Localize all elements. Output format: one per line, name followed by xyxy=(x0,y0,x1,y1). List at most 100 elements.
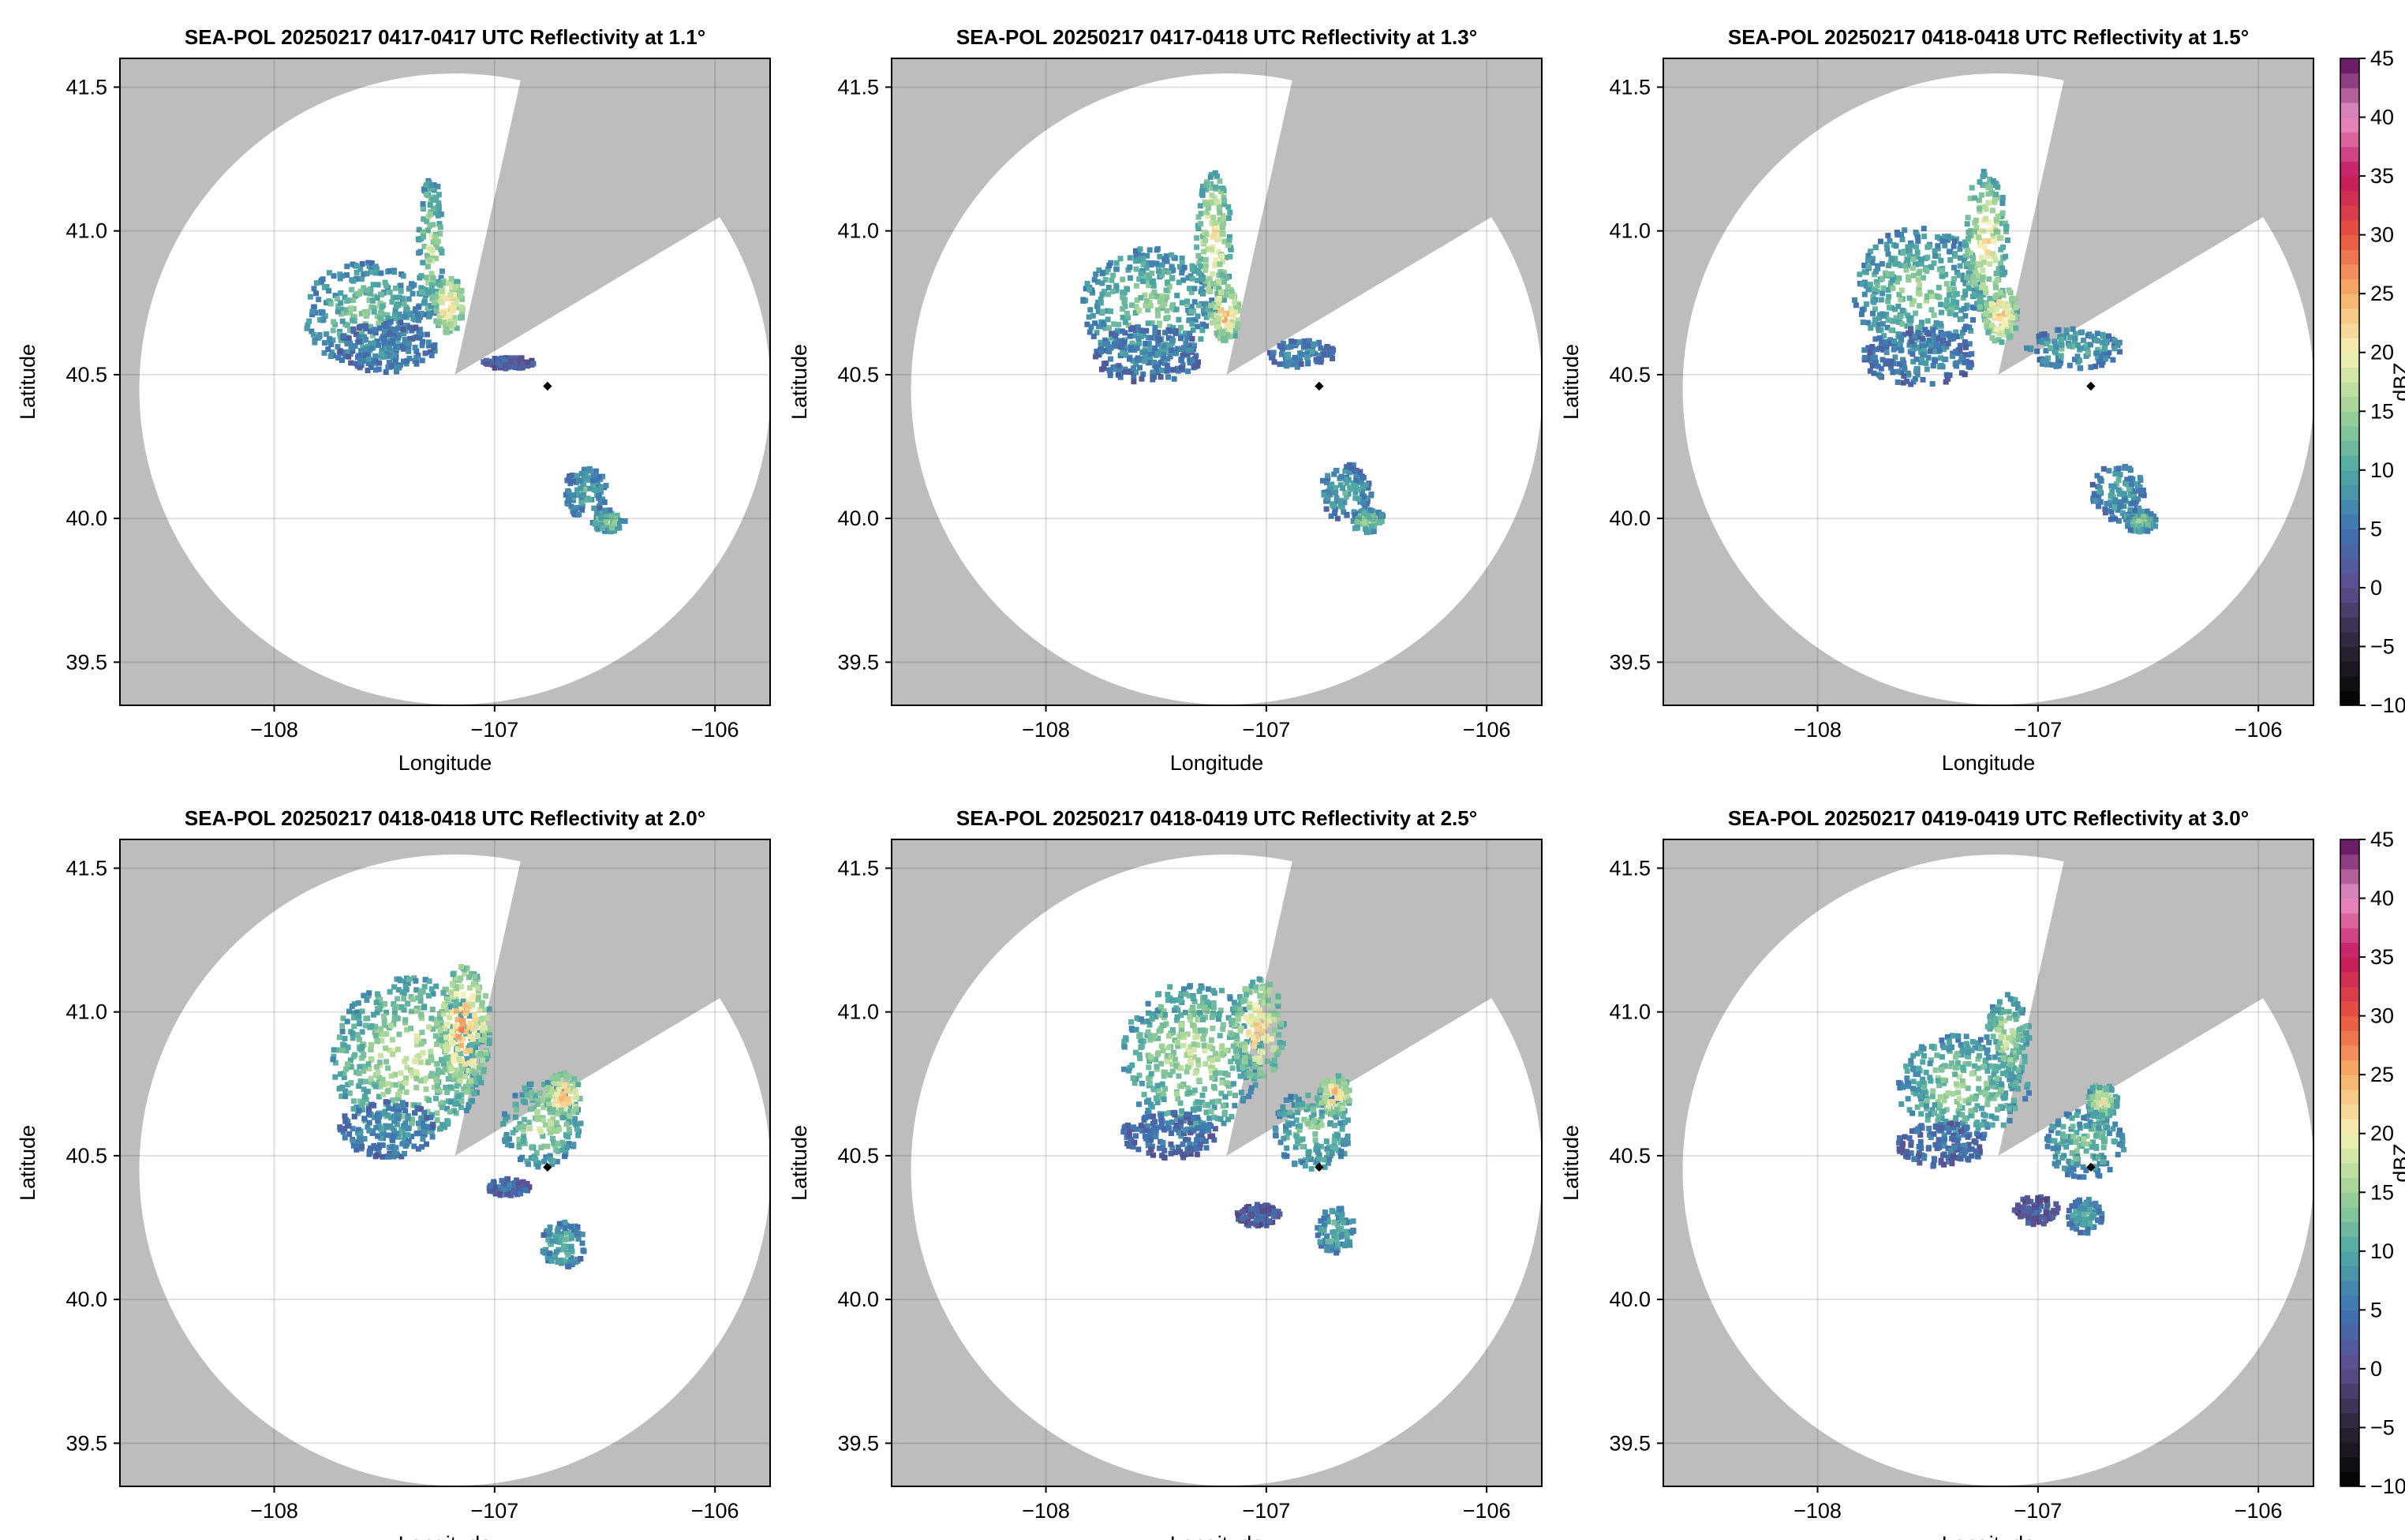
reflectivity-cell xyxy=(1094,348,1100,354)
reflectivity-cell xyxy=(443,322,449,328)
reflectivity-cell xyxy=(1993,216,1999,222)
reflectivity-cell xyxy=(398,1004,405,1010)
reflectivity-cell xyxy=(1217,269,1224,275)
reflectivity-cell xyxy=(356,1071,362,1076)
reflectivity-cell xyxy=(565,1096,571,1102)
y-tick-label: 41.0 xyxy=(65,219,107,243)
reflectivity-cell xyxy=(1991,313,1997,320)
reflectivity-cell xyxy=(1221,297,1227,303)
reflectivity-cell xyxy=(1865,257,1871,264)
reflectivity-cell xyxy=(560,1247,567,1253)
reflectivity-cell xyxy=(445,1045,451,1052)
reflectivity-cell xyxy=(536,1097,542,1104)
reflectivity-cell xyxy=(344,1019,350,1025)
reflectivity-cell xyxy=(1149,279,1155,285)
reflectivity-cell xyxy=(570,1085,576,1091)
reflectivity-cell xyxy=(1127,333,1133,339)
reflectivity-cell xyxy=(1162,330,1169,336)
reflectivity-cell xyxy=(449,1010,455,1016)
reflectivity-cell xyxy=(1142,353,1148,360)
reflectivity-cell xyxy=(1197,1027,1203,1034)
reflectivity-cell xyxy=(516,1144,522,1150)
reflectivity-cell xyxy=(395,1103,401,1109)
reflectivity-cell xyxy=(1163,287,1169,293)
reflectivity-cell xyxy=(507,1136,512,1142)
reflectivity-cell xyxy=(563,1259,569,1265)
reflectivity-cell xyxy=(1236,1066,1243,1072)
reflectivity-cell xyxy=(2028,346,2033,353)
reflectivity-cell xyxy=(1330,503,1337,509)
reflectivity-cell xyxy=(1175,1007,1181,1013)
reflectivity-cell xyxy=(1204,1007,1210,1014)
reflectivity-cell xyxy=(431,1084,437,1090)
reflectivity-cell xyxy=(339,1028,346,1034)
axes-frame xyxy=(1663,58,2314,706)
reflectivity-cell xyxy=(398,320,404,326)
reflectivity-cell xyxy=(1893,315,1899,321)
reflectivity-cell xyxy=(600,525,606,531)
reflectivity-cell xyxy=(1211,1004,1217,1011)
reflectivity-cell xyxy=(399,1100,406,1106)
reflectivity-cell xyxy=(1887,237,1893,244)
reflectivity-cell xyxy=(1134,1015,1140,1021)
reflectivity-cell xyxy=(1323,345,1330,351)
reflectivity-cell xyxy=(1873,278,1879,285)
reflectivity-cell xyxy=(1908,381,1914,387)
reflectivity-cell xyxy=(1165,365,1171,372)
reflectivity-cell xyxy=(402,1080,409,1086)
reflectivity-cell xyxy=(1139,1080,1145,1086)
reflectivity-cell xyxy=(2096,484,2103,491)
reflectivity-cell xyxy=(1123,1035,1129,1041)
x-axis-label: Longitude xyxy=(1170,751,1264,775)
reflectivity-cell xyxy=(1161,1097,1167,1102)
reflectivity-cell xyxy=(357,266,364,272)
reflectivity-cell xyxy=(1179,1026,1184,1033)
reflectivity-cell xyxy=(1969,264,1975,271)
reflectivity-cell xyxy=(1978,192,1984,198)
reflectivity-cell xyxy=(396,1031,402,1037)
reflectivity-cell xyxy=(1906,253,1913,260)
reflectivity-cell xyxy=(432,342,438,348)
reflectivity-cell xyxy=(364,997,370,1004)
reflectivity-cell xyxy=(363,346,369,352)
reflectivity-cell xyxy=(1209,192,1215,199)
reflectivity-cell xyxy=(1132,1049,1139,1056)
reflectivity-cell xyxy=(1182,331,1188,337)
reflectivity-cell xyxy=(1872,354,1878,361)
reflectivity-cell xyxy=(452,284,458,290)
reflectivity-cell xyxy=(1954,305,1960,311)
reflectivity-cell xyxy=(1894,278,1901,285)
reflectivity-cell xyxy=(413,308,418,314)
reflectivity-cell xyxy=(553,1119,559,1126)
reflectivity-cell xyxy=(361,335,367,341)
axes-frame xyxy=(891,58,1543,706)
reflectivity-cell xyxy=(450,993,456,1000)
reflectivity-cell xyxy=(1966,286,1972,291)
reflectivity-cell xyxy=(1202,301,1209,307)
reflectivity-cell xyxy=(450,1040,456,1046)
reflectivity-cell xyxy=(1188,308,1195,315)
reflectivity-cell xyxy=(1939,309,1944,316)
reflectivity-cell xyxy=(1323,506,1330,512)
reflectivity-cell xyxy=(1876,335,1883,342)
reflectivity-cell xyxy=(1169,252,1175,258)
reflectivity-cell xyxy=(425,1124,432,1131)
reflectivity-cell xyxy=(457,1075,463,1081)
reflectivity-cell xyxy=(1971,287,1977,293)
reflectivity-cell xyxy=(1207,174,1214,180)
reflectivity-cell xyxy=(372,358,379,364)
reflectivity-cell xyxy=(1192,1027,1199,1034)
reflectivity-cell xyxy=(2110,357,2116,363)
reflectivity-cell xyxy=(1143,341,1149,346)
reflectivity-cell xyxy=(421,312,428,318)
reflectivity-cell xyxy=(420,204,426,210)
reflectivity-cell xyxy=(484,1056,490,1062)
reflectivity-cell xyxy=(502,1111,507,1117)
reflectivity-cell xyxy=(341,333,347,339)
reflectivity-cell xyxy=(547,1105,552,1112)
reflectivity-cell xyxy=(401,301,407,307)
reflectivity-cell xyxy=(338,306,345,312)
reflectivity-cell xyxy=(358,348,364,353)
reflectivity-cell xyxy=(477,1007,483,1013)
reflectivity-cell xyxy=(1346,462,1352,468)
